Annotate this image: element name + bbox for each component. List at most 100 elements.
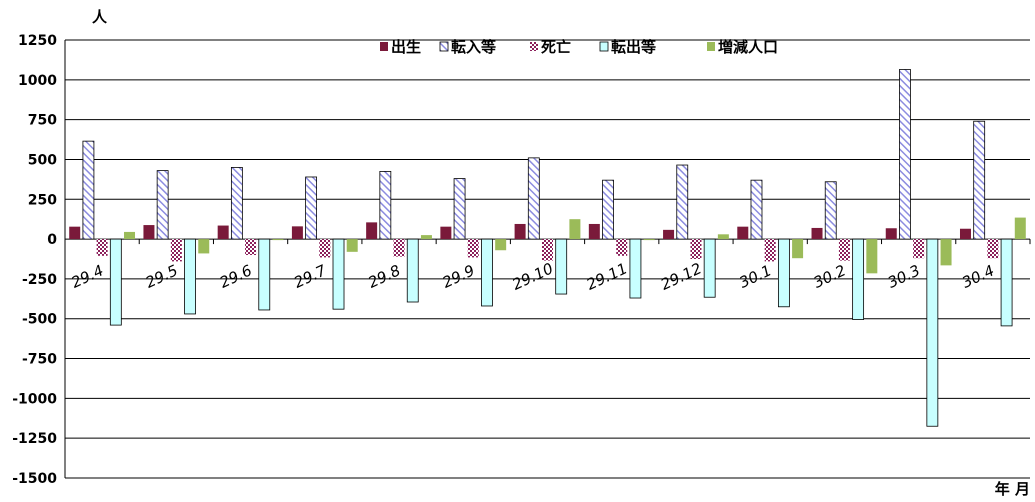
bar bbox=[602, 179, 614, 240]
bar bbox=[346, 239, 358, 252]
bar bbox=[737, 226, 749, 240]
x-tick-label: 29.10 bbox=[509, 259, 556, 293]
y-tick-label: -1500 bbox=[12, 471, 57, 487]
bar bbox=[319, 239, 331, 258]
bar bbox=[703, 238, 716, 298]
y-tick-label: 1250 bbox=[18, 33, 57, 49]
x-tick-label: 29.6 bbox=[217, 261, 255, 291]
bar bbox=[109, 238, 122, 326]
bar bbox=[717, 234, 729, 240]
bar bbox=[866, 239, 878, 274]
bar bbox=[198, 239, 210, 254]
y-tick-label: 500 bbox=[28, 152, 57, 168]
bar bbox=[926, 238, 939, 427]
bar bbox=[217, 225, 229, 240]
y-tick-label: 750 bbox=[28, 113, 57, 129]
legend-swatch bbox=[439, 41, 449, 52]
bar bbox=[1014, 217, 1026, 240]
x-tick-label: 29.11 bbox=[584, 259, 631, 293]
bar bbox=[616, 239, 628, 256]
x-tick-label: 30.2 bbox=[811, 261, 849, 291]
bar bbox=[495, 239, 507, 251]
legend-swatch bbox=[380, 42, 388, 51]
legend-label: 転入等 bbox=[451, 38, 496, 56]
bar bbox=[514, 223, 526, 240]
bar bbox=[588, 223, 600, 240]
bar bbox=[258, 238, 271, 311]
y-tick-label: 250 bbox=[28, 192, 57, 208]
bar bbox=[899, 69, 911, 240]
bar bbox=[245, 239, 257, 256]
bar bbox=[643, 239, 655, 241]
bar bbox=[1000, 238, 1013, 327]
bar bbox=[811, 227, 823, 240]
bar bbox=[467, 239, 479, 258]
y-tick-label: -250 bbox=[22, 272, 57, 288]
bar bbox=[824, 181, 837, 240]
y-tick-label: -500 bbox=[22, 312, 57, 328]
x-tick-label: 29.4 bbox=[68, 261, 106, 291]
legend-label: 転出等 bbox=[611, 38, 656, 56]
bar bbox=[332, 238, 345, 310]
bar bbox=[69, 226, 81, 240]
bar bbox=[750, 179, 763, 240]
bar bbox=[527, 157, 540, 240]
bar bbox=[777, 238, 790, 308]
x-tick-label: 29.7 bbox=[291, 261, 329, 292]
legend-label: 死亡 bbox=[541, 38, 571, 56]
x-tick-label: 30.3 bbox=[885, 261, 923, 291]
y-tick-label: 0 bbox=[47, 232, 57, 248]
bar bbox=[440, 226, 452, 240]
x-tick-label: 30.4 bbox=[959, 261, 997, 291]
bar bbox=[184, 238, 196, 315]
x-tick-label: 29.8 bbox=[365, 261, 403, 291]
bar bbox=[420, 235, 432, 240]
bar bbox=[690, 239, 702, 259]
bar bbox=[663, 229, 675, 240]
bar bbox=[838, 239, 850, 261]
bar bbox=[291, 226, 303, 240]
bar bbox=[629, 238, 642, 299]
x-tick-label: 30.1 bbox=[737, 261, 775, 291]
bar bbox=[940, 239, 952, 266]
bar bbox=[885, 228, 897, 240]
bar bbox=[406, 238, 419, 303]
bar bbox=[852, 238, 865, 320]
bar bbox=[393, 239, 405, 257]
bar bbox=[792, 239, 804, 259]
x-tick-label: 29.9 bbox=[440, 261, 478, 291]
x-tick-label: 29.5 bbox=[143, 261, 181, 291]
legend-swatch bbox=[599, 41, 609, 52]
bar bbox=[124, 231, 136, 240]
bar bbox=[481, 238, 493, 307]
bar bbox=[987, 239, 999, 259]
y-axis-unit-label: 人 bbox=[92, 8, 108, 26]
y-tick-label: -1000 bbox=[12, 391, 57, 407]
bar bbox=[569, 219, 581, 240]
x-tick-label: 29.12 bbox=[658, 259, 705, 293]
bar bbox=[305, 176, 318, 240]
legend-swatch bbox=[707, 42, 715, 51]
bar bbox=[959, 228, 971, 240]
y-tick-label: -1250 bbox=[12, 431, 57, 447]
bar bbox=[156, 170, 169, 240]
bar bbox=[230, 167, 243, 240]
bar bbox=[453, 178, 466, 240]
bar bbox=[143, 225, 155, 240]
x-axis-unit-label: 年 月 bbox=[995, 480, 1030, 498]
y-tick-label: -750 bbox=[22, 352, 57, 368]
legend-label: 増減人口 bbox=[718, 38, 778, 56]
bar bbox=[272, 239, 284, 241]
y-tick-label: 1000 bbox=[18, 73, 57, 89]
bar bbox=[973, 120, 986, 240]
bar bbox=[542, 239, 553, 261]
bar bbox=[82, 140, 95, 240]
bar bbox=[913, 239, 925, 259]
bar bbox=[555, 238, 568, 295]
bar bbox=[366, 222, 378, 240]
bar bbox=[676, 164, 689, 240]
legend-label: 出生 bbox=[391, 38, 421, 56]
legend-swatch bbox=[530, 42, 538, 51]
